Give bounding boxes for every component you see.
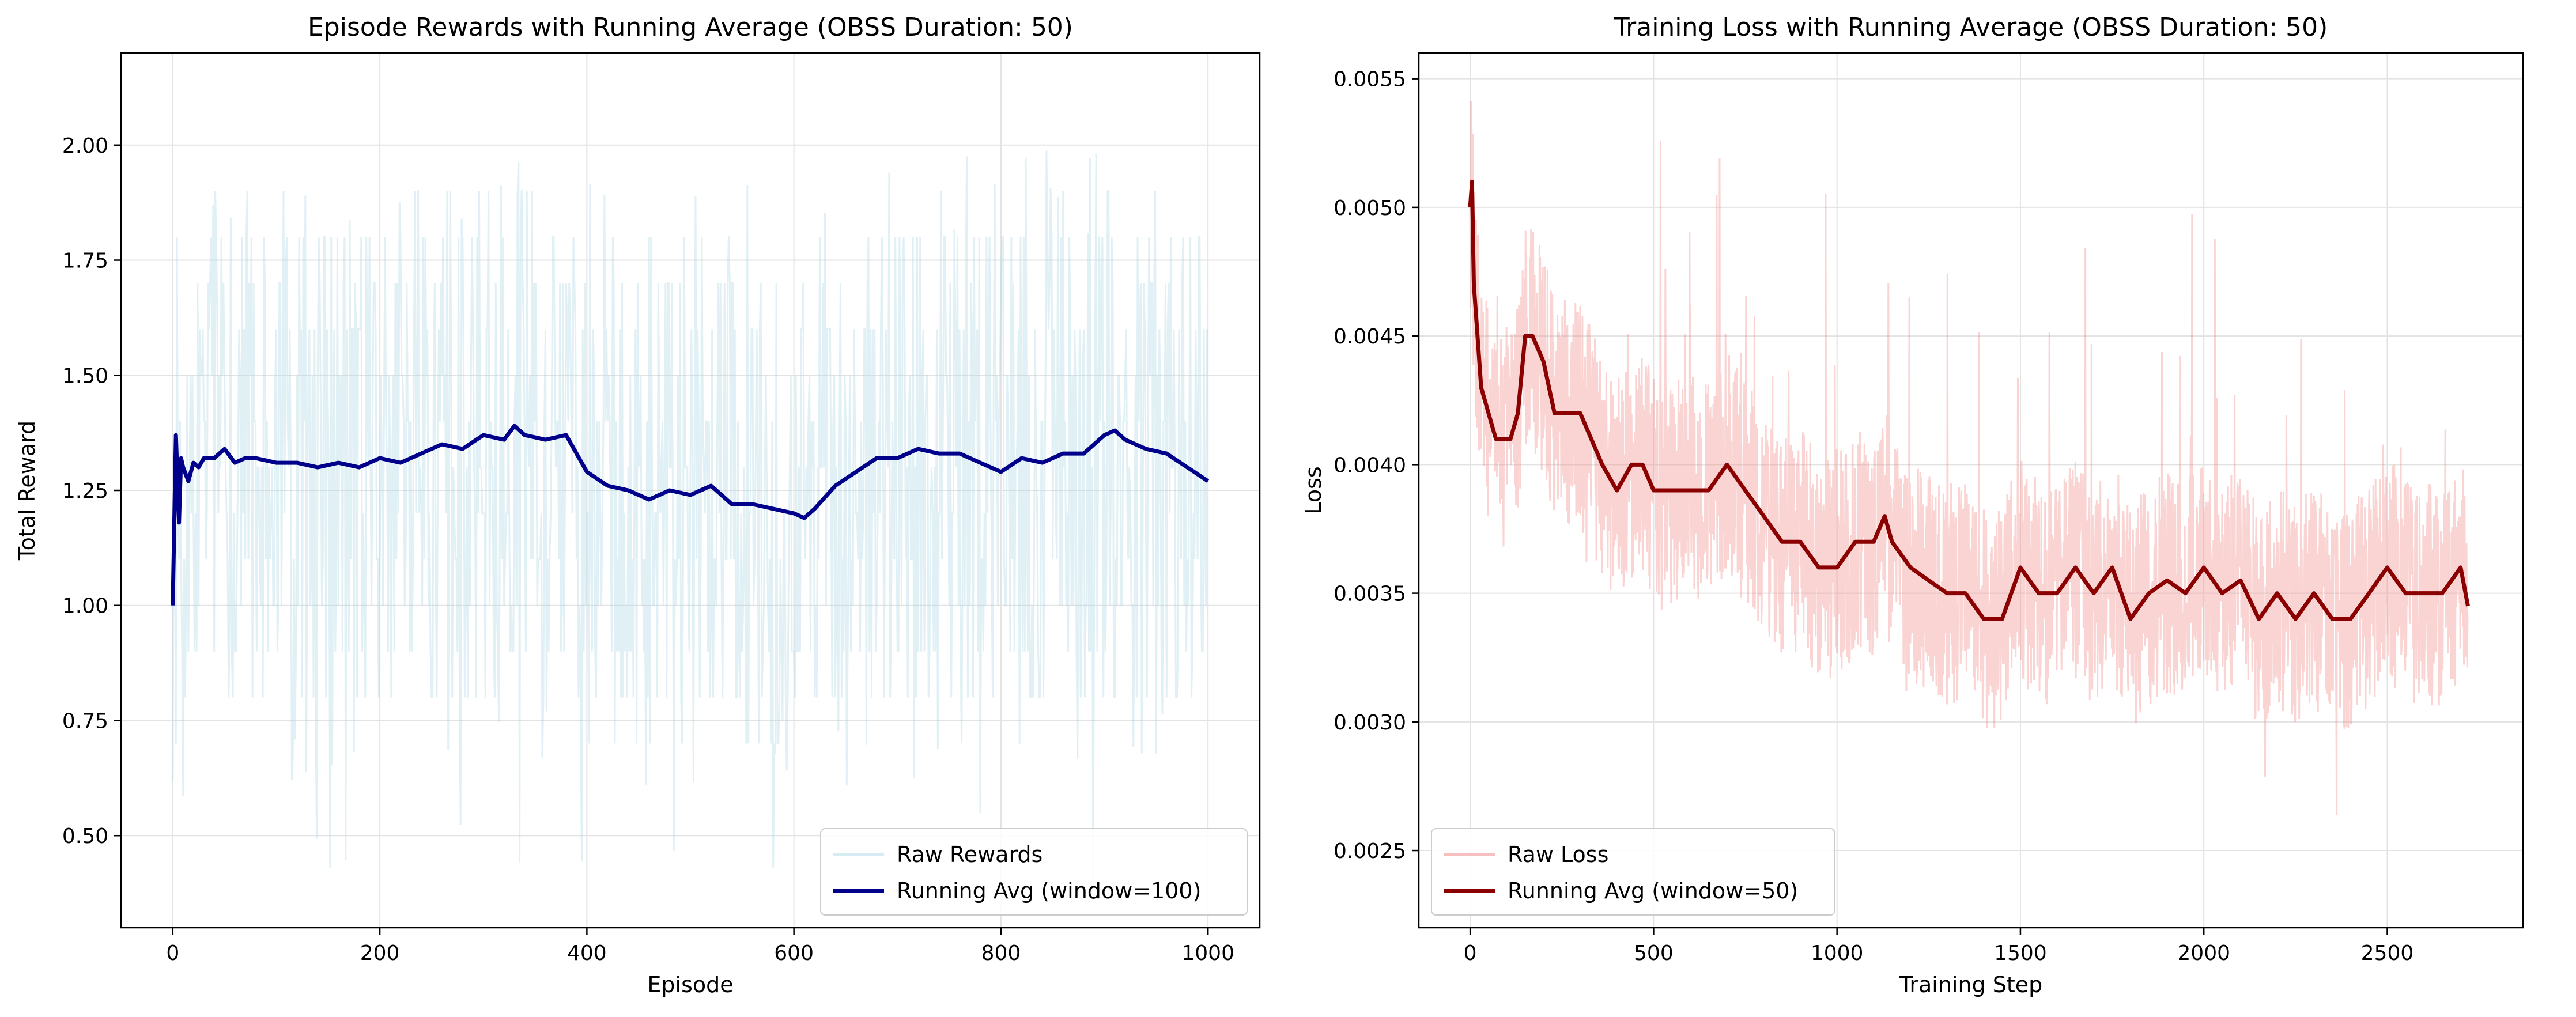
- legend-label-running-avg-rewards: Running Avg (window=100): [897, 878, 1201, 903]
- x-tick-label: 200: [360, 942, 400, 965]
- rewards-y-ticks: 0.50 0.75 1.00 1.25 1.50 1.75 2.00: [62, 134, 121, 848]
- rewards-y-axis-label: Total Reward: [14, 421, 40, 561]
- rewards-legend: Raw Rewards Running Avg (window=100): [820, 828, 1248, 916]
- y-tick-label: 0.0055: [1334, 68, 1406, 92]
- x-tick-label: 400: [567, 942, 607, 965]
- y-tick-label: 0.0035: [1334, 583, 1406, 606]
- x-tick-label: 1500: [1994, 942, 2047, 965]
- y-tick-label: 0.0045: [1334, 325, 1406, 349]
- x-tick-label: 0: [1464, 942, 1477, 965]
- rewards-grid: [121, 53, 1260, 928]
- x-tick-label: 1000: [1181, 942, 1234, 965]
- y-tick-label: 1.00: [62, 595, 108, 618]
- running-avg-rewards-series: [171, 424, 1210, 606]
- raw-rewards-line: [172, 150, 1208, 880]
- loss-legend: Raw Loss Running Avg (window=50): [1431, 828, 1835, 916]
- running-avg-rewards-line: [171, 424, 1210, 606]
- x-tick-label: 2000: [2177, 942, 2230, 965]
- running-avg-loss-line: [1468, 179, 2470, 621]
- loss-y-axis-label: Loss: [1301, 466, 1326, 514]
- y-tick-label: 1.25: [62, 479, 108, 503]
- rewards-legend-box: [820, 828, 1248, 916]
- loss-chart: 0 500 1000 1500 2000 2500 0.00250.00300.00350…: [1301, 13, 2524, 997]
- x-tick-label: 500: [1634, 942, 1674, 965]
- running-avg-loss-series: [1468, 179, 2470, 621]
- y-tick-label: 0.0050: [1334, 196, 1406, 220]
- x-tick-label: 0: [166, 942, 179, 965]
- rewards-x-ticks: 0 200 400 600 800 1000: [166, 928, 1234, 965]
- rewards-x-axis-label: Episode: [647, 972, 733, 997]
- loss-x-axis-label: Training Step: [1899, 972, 2043, 997]
- legend-label-running-avg-loss: Running Avg (window=50): [1508, 878, 1798, 903]
- rewards-chart-title: Episode Rewards with Running Average (OB…: [308, 13, 1073, 42]
- y-tick-label: 2.00: [62, 134, 108, 158]
- loss-legend-box: [1431, 828, 1835, 916]
- y-tick-label: 0.50: [62, 825, 108, 848]
- x-tick-label: 600: [774, 942, 814, 965]
- y-tick-label: 1.75: [62, 249, 108, 273]
- raw-rewards-series: [172, 150, 1208, 880]
- y-tick-label: 0.75: [62, 709, 108, 733]
- loss-x-ticks: 0 500 1000 1500 2000 2500: [1464, 928, 2414, 965]
- y-tick-label: 1.50: [62, 364, 108, 388]
- loss-y-ticks: 0.0025 0.0030 0.0035 0.0040 0.0045 0.0050 0.00…: [1334, 68, 1419, 863]
- legend-label-raw-loss: Raw Loss: [1508, 842, 1608, 867]
- loss-plot-frame: [1418, 52, 2524, 929]
- loss-chart-title: Training Loss with Running Average (OBSS…: [1614, 13, 2328, 42]
- y-tick-label: 0.0030: [1334, 711, 1406, 735]
- x-tick-label: 800: [981, 942, 1021, 965]
- x-tick-label: 2500: [2361, 942, 2414, 965]
- rewards-chart: 0 200 400 600 800 1000 0.50 0.75 1.00 1.25 1.50 1.…: [14, 13, 1261, 997]
- x-tick-label: 1000: [1811, 942, 1864, 965]
- y-tick-label: 0.0025: [1334, 840, 1406, 863]
- legend-label-raw-rewards: Raw Rewards: [897, 842, 1043, 867]
- y-tick-label: 0.0040: [1334, 453, 1406, 477]
